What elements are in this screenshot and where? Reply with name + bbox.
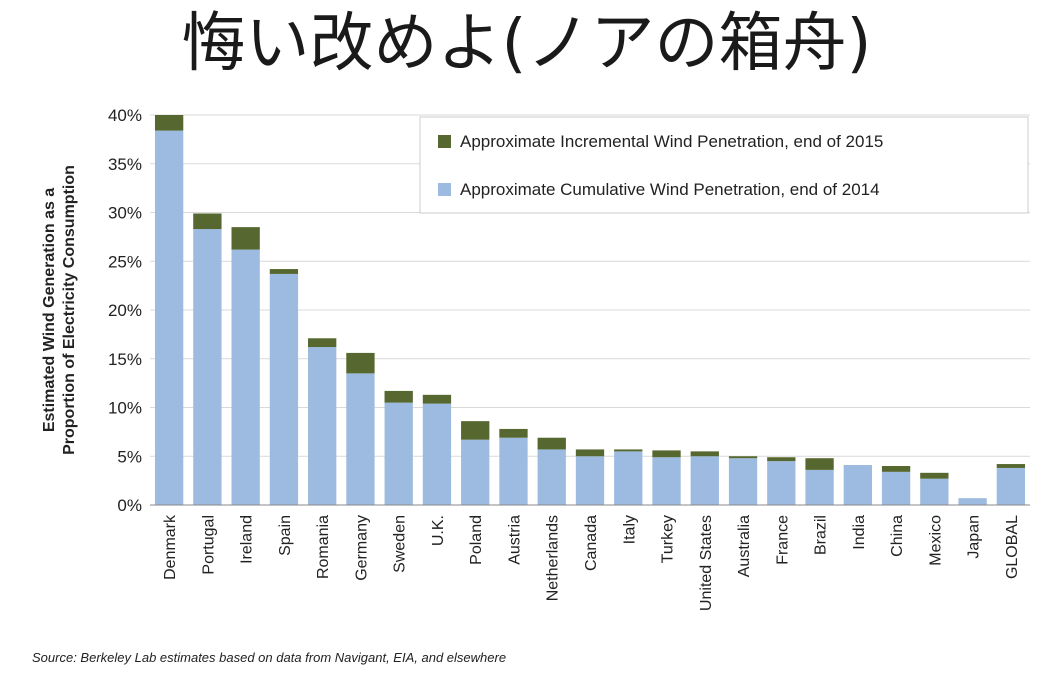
x-tick-label: United States <box>698 515 715 611</box>
bar-cumulative-denmark <box>154 130 184 505</box>
x-tick-label: France <box>774 515 791 565</box>
y-tick-label: 10% <box>108 399 142 418</box>
x-tick-label: Japan <box>966 515 983 559</box>
legend: Approximate Incremental Wind Penetration… <box>419 116 1029 214</box>
bar-cumulative-austria <box>499 437 528 505</box>
x-tick-label: Canada <box>583 515 600 571</box>
bar-incremental-australia <box>728 456 758 459</box>
y-tick-label: 35% <box>108 155 142 174</box>
y-tick-label: 20% <box>108 301 142 320</box>
bar-cumulative-spain <box>269 273 299 505</box>
bar-cumulative-china <box>881 471 911 505</box>
y-tick-label: 30% <box>108 204 142 223</box>
bar-cumulative-india <box>843 465 872 505</box>
legend-label: Approximate Cumulative Wind Penetration,… <box>460 180 880 199</box>
legend-label: Approximate Incremental Wind Penetration… <box>460 132 883 151</box>
bar-incremental-brazil <box>805 458 834 470</box>
bar-cumulative-france <box>767 461 796 505</box>
bar-incremental-ireland <box>231 227 260 250</box>
x-tick-label: Spain <box>277 515 294 556</box>
x-tick-label: Sweden <box>392 515 409 573</box>
bar-incremental-portugal <box>193 213 222 230</box>
bar-incremental-netherlands <box>537 437 566 450</box>
bar-cumulative-united-states <box>690 456 719 505</box>
bar-incremental-china <box>881 466 911 472</box>
bar-cumulative-mexico <box>920 478 949 505</box>
bar-cumulative-u-k- <box>422 403 452 505</box>
bar-cumulative-netherlands <box>537 449 566 505</box>
bar-cumulative-japan <box>958 498 987 505</box>
x-tick-label: Brazil <box>813 515 830 555</box>
bar-incremental-mexico <box>920 472 949 479</box>
legend-box <box>419 116 1029 214</box>
bar-incremental-denmark <box>154 115 184 131</box>
x-tick-label: Germany <box>353 515 370 581</box>
bar-incremental-canada <box>575 449 605 457</box>
bar-cumulative-portugal <box>193 229 222 505</box>
legend-swatch <box>438 183 451 196</box>
bar-cumulative-canada <box>575 456 605 505</box>
bar-cumulative-poland <box>461 439 490 505</box>
bar-incremental-germany <box>346 352 375 374</box>
bar-incremental-france <box>767 457 796 462</box>
y-tick-label: 40% <box>108 106 142 125</box>
x-tick-label: Netherlands <box>545 515 562 601</box>
x-axis-ticks: Denmark Portugal Ireland Spain Romania German… <box>162 514 1021 611</box>
y-axis-label-line-2: Proportion of Electricity Consumption <box>61 165 78 455</box>
legend-swatch <box>438 135 451 148</box>
y-tick-label: 25% <box>108 252 142 271</box>
bar-cumulative-australia <box>728 458 758 505</box>
bar-incremental-united-states <box>690 451 719 457</box>
bar-incremental-spain <box>269 269 299 274</box>
x-tick-label: Austria <box>506 515 523 565</box>
bar-cumulative-romania <box>308 347 337 505</box>
y-axis-label-line-1: Estimated Wind Generation as a <box>41 188 58 432</box>
y-tick-label: 0% <box>117 496 142 515</box>
bar-incremental-poland <box>461 421 490 440</box>
bar-incremental-romania <box>308 338 337 348</box>
bar-cumulative-turkey <box>652 457 681 505</box>
bar-incremental-italy <box>614 449 643 452</box>
x-tick-label: Mexico <box>927 515 944 566</box>
bar-incremental-global <box>996 464 1026 468</box>
bar-cumulative-ireland <box>231 249 260 505</box>
bar-incremental-austria <box>499 428 528 438</box>
bar-incremental-u-k- <box>422 394 452 404</box>
bars <box>154 115 1026 505</box>
bar-cumulative-germany <box>346 373 375 505</box>
bar-cumulative-global <box>996 467 1026 505</box>
x-tick-label: India <box>851 515 868 550</box>
y-axis-ticks: 0% 5% 10% 15% 20% 25% 30% 35% 40% <box>108 106 142 515</box>
x-tick-label: China <box>889 515 906 557</box>
bar-cumulative-italy <box>614 451 643 505</box>
bar-cumulative-brazil <box>805 469 834 505</box>
x-tick-label: U.K. <box>430 515 447 546</box>
x-tick-label: Denmark <box>162 514 179 580</box>
x-tick-label: Australia <box>736 515 753 577</box>
page-title: 悔い改めよ(ノアの箱舟) <box>181 7 872 81</box>
y-tick-label: 5% <box>117 447 142 466</box>
bar-incremental-turkey <box>652 450 681 458</box>
x-tick-label: Poland <box>468 515 485 565</box>
x-tick-label: Turkey <box>660 515 677 563</box>
x-tick-label: Romania <box>315 515 332 579</box>
source-note: Source: Berkeley Lab estimates based on … <box>32 650 507 665</box>
x-tick-label: Italy <box>621 515 638 544</box>
x-tick-label: Ireland <box>239 515 256 564</box>
bar-cumulative-sweden <box>384 402 413 505</box>
y-tick-label: 15% <box>108 350 142 369</box>
x-tick-label: GLOBAL <box>1004 515 1021 579</box>
x-tick-label: Portugal <box>200 515 217 575</box>
bar-incremental-sweden <box>384 390 413 403</box>
